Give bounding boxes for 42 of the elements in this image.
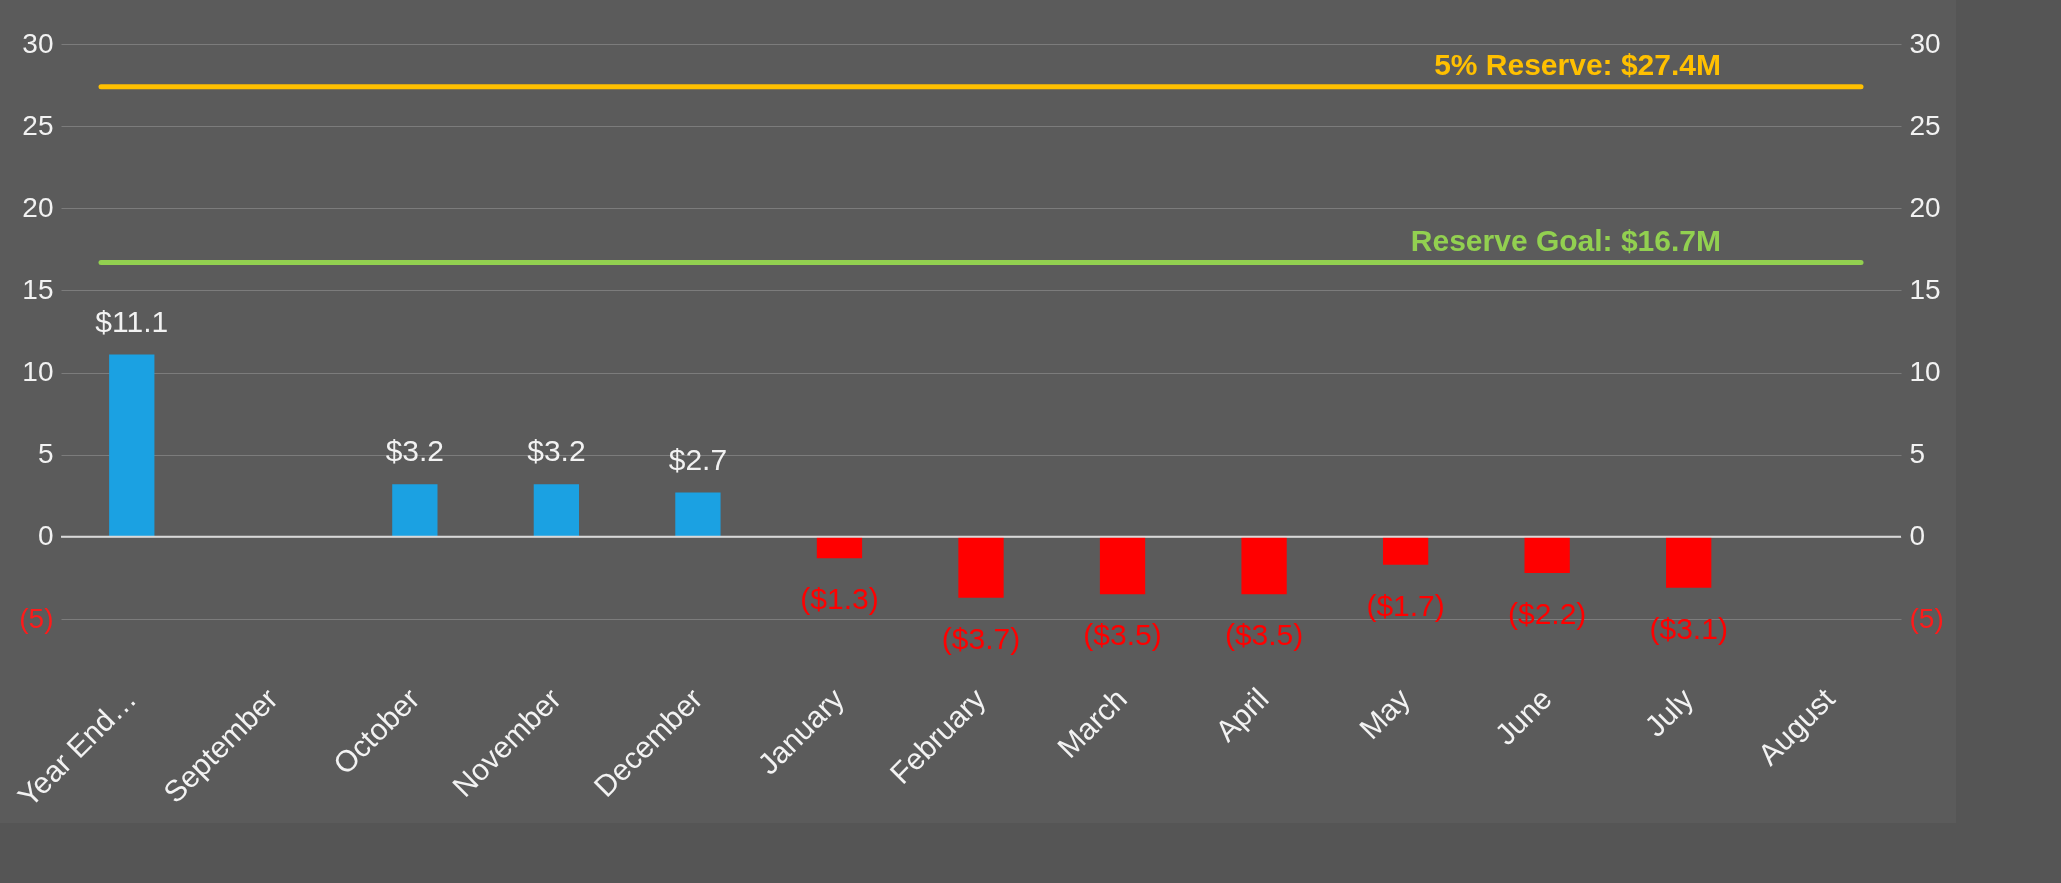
bar: [958, 536, 1004, 598]
data-label: ($1.3): [800, 582, 879, 616]
ref-line-label: Reserve Goal: $16.7M: [1410, 223, 1721, 257]
y2-tick-label: 15: [1909, 273, 1941, 305]
y-tick-label: 20: [22, 191, 54, 223]
bar: [1666, 536, 1712, 588]
y-tick-label: 30: [22, 27, 54, 59]
data-label: $2.7: [668, 442, 728, 476]
bar: [1241, 536, 1287, 595]
bar: [109, 354, 155, 537]
data-label: ($1.7): [1366, 588, 1445, 622]
bar: [1099, 536, 1146, 595]
data-label: $3.2: [527, 434, 586, 468]
y2-tick-label: 25: [1909, 109, 1941, 141]
data-label: ($3.5): [1083, 618, 1162, 652]
y-tick-label: 25: [22, 109, 54, 141]
y-tick-label: 0: [37, 520, 54, 552]
data-label: $11.1: [95, 304, 169, 338]
data-label: $3.2: [385, 434, 445, 468]
bar: [1524, 536, 1570, 573]
x-tick-label: May: [1352, 681, 1417, 746]
x-tick-label: July: [1638, 681, 1700, 743]
y-tick-label: 10: [22, 356, 54, 388]
bar: [1382, 536, 1429, 565]
y2-tick-label: 20: [1909, 191, 1941, 223]
bar: [533, 484, 580, 537]
y-tick-label: 15: [22, 273, 54, 305]
y2-tick-label: 5: [1909, 438, 1926, 470]
ref-line-label: 5% Reserve: $27.4M: [1434, 47, 1721, 81]
y2-tick-label: 10: [1909, 356, 1941, 388]
y2-tick-label: 0: [1909, 520, 1926, 552]
y-tick-label: 5: [37, 438, 54, 470]
data-label: ($3.1): [1649, 611, 1728, 645]
data-label: ($3.5): [1224, 618, 1304, 652]
bar: [392, 484, 438, 537]
y2-tick-label: 30: [1909, 27, 1941, 59]
data-label: ($3.7): [941, 621, 1021, 655]
y-tick-label: (5): [19, 602, 54, 634]
bar: [816, 536, 863, 559]
y2-tick-label: (5): [1909, 602, 1944, 634]
bar: [675, 492, 721, 537]
data-label: ($2.2): [1507, 597, 1587, 630]
